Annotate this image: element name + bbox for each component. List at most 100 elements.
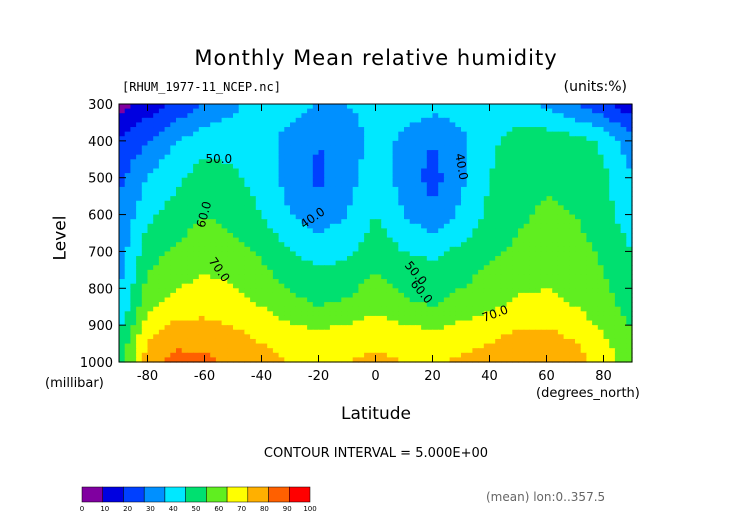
heatmap-cell: [181, 145, 188, 151]
heatmap-cell: [369, 214, 377, 220]
heatmap-cell: [130, 182, 137, 188]
heatmap-cell: [147, 186, 154, 193]
heatmap-cell: [364, 288, 371, 294]
heatmap-cell: [409, 168, 416, 174]
heatmap-cell: [358, 265, 365, 271]
heatmap-cell: [244, 260, 251, 266]
heatmap-cell: [421, 260, 428, 266]
heatmap-cell: [233, 260, 240, 266]
heatmap-cell: [153, 182, 160, 188]
heatmap-cell: [449, 159, 456, 165]
heatmap-cell: [557, 173, 565, 179]
heatmap-cell: [466, 200, 473, 206]
heatmap-cell: [329, 191, 337, 197]
heatmap-cell: [597, 159, 605, 165]
heatmap-cell: [620, 159, 627, 165]
heatmap-cell: [381, 200, 388, 206]
heatmap-cell: [215, 150, 223, 156]
heatmap-cell: [267, 260, 274, 266]
heatmap-cell: [244, 177, 251, 183]
heatmap-cell: [204, 209, 211, 216]
heatmap-cell: [586, 320, 593, 326]
heatmap-cell: [375, 200, 382, 206]
heatmap-cell: [409, 214, 416, 220]
heatmap-cell: [130, 343, 137, 349]
heatmap-cell: [512, 306, 519, 312]
heatmap-cell: [324, 311, 331, 317]
heatmap-cell: [529, 292, 536, 299]
heatmap-cell: [181, 219, 188, 225]
heatmap-cell: [312, 260, 320, 266]
heatmap-cell: [250, 145, 257, 151]
heatmap-cell: [250, 196, 257, 202]
heatmap-cell: [512, 292, 519, 299]
heatmap-cell: [210, 256, 217, 262]
heatmap-cell: [546, 163, 553, 170]
heatmap-cell: [347, 131, 354, 137]
heatmap-cell: [147, 191, 154, 197]
heatmap-cell: [164, 117, 171, 124]
heatmap-cell: [130, 131, 137, 137]
heatmap-cell: [518, 228, 525, 234]
heatmap-cell: [267, 306, 274, 312]
heatmap-cell: [552, 196, 559, 202]
heatmap-cell: [392, 329, 399, 335]
heatmap-cell: [535, 140, 542, 147]
heatmap-cell: [272, 145, 280, 151]
heatmap-cell: [147, 297, 154, 303]
heatmap-cell: [244, 223, 251, 229]
heatmap-cell: [626, 150, 633, 156]
heatmap-cell: [500, 214, 508, 220]
heatmap-cell: [335, 260, 342, 266]
heatmap-cell: [272, 154, 280, 160]
heatmap-cell: [523, 196, 530, 202]
heatmap-cell: [295, 117, 302, 124]
heatmap-cell: [153, 209, 160, 216]
heatmap-cell: [569, 108, 576, 114]
heatmap-cell: [500, 168, 508, 174]
heatmap-cell: [187, 104, 194, 110]
heatmap-cell: [426, 214, 434, 220]
heatmap-cell: [609, 315, 616, 322]
heatmap-cell: [563, 237, 570, 243]
heatmap-cell: [529, 260, 536, 266]
heatmap-cell: [426, 136, 434, 142]
heatmap-cell: [278, 163, 285, 170]
heatmap-cell: [546, 334, 553, 340]
heatmap-cell: [227, 334, 234, 340]
heatmap-cell: [455, 237, 462, 243]
heatmap-cell: [626, 283, 633, 289]
heatmap-cell: [523, 205, 530, 211]
heatmap-cell: [614, 163, 622, 170]
heatmap-cell: [586, 122, 593, 128]
heatmap-cell: [409, 159, 416, 165]
heatmap-cell: [609, 163, 616, 170]
heatmap-cell: [443, 315, 451, 322]
heatmap-cell: [153, 320, 160, 326]
heatmap-cell: [312, 269, 320, 276]
heatmap-cell: [119, 306, 126, 312]
heatmap-cell: [312, 325, 320, 331]
heatmap-cell: [392, 348, 399, 354]
heatmap-cell: [421, 177, 428, 183]
heatmap-cell: [489, 177, 496, 183]
heatmap-cell: [552, 186, 559, 193]
heatmap-cell: [592, 168, 599, 174]
heatmap-cell: [238, 302, 245, 308]
heatmap-cell: [181, 283, 188, 289]
heatmap-cell: [124, 200, 131, 206]
heatmap-cell: [147, 108, 154, 114]
heatmap-cell: [352, 173, 359, 179]
heatmap-cell: [443, 219, 451, 225]
heatmap-cell: [500, 219, 508, 225]
heatmap-cell: [250, 131, 257, 137]
heatmap-cell: [552, 127, 559, 133]
heatmap-cell: [438, 140, 445, 147]
heatmap-cell: [443, 159, 451, 165]
heatmap-cell: [272, 186, 280, 193]
heatmap-cell: [614, 136, 622, 142]
heatmap-cell: [347, 228, 354, 234]
heatmap-cell: [119, 145, 126, 151]
heatmap-cell: [586, 315, 593, 322]
heatmap-cell: [204, 338, 211, 345]
